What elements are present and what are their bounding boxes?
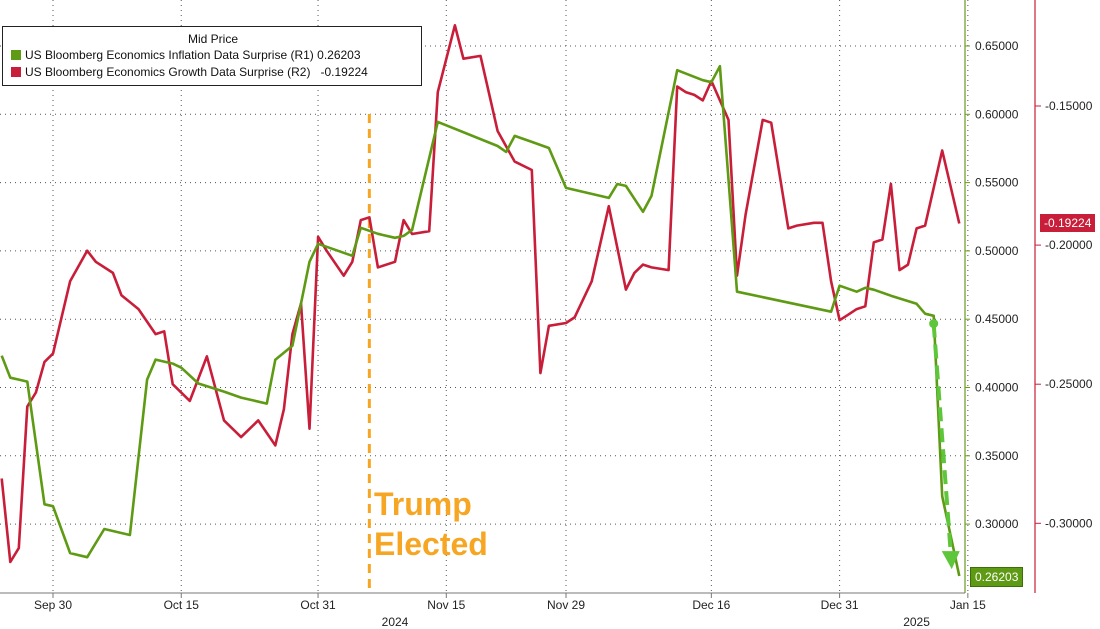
- legend-title: Mid Price: [187, 32, 238, 46]
- x-tick-label: Sep 30: [34, 598, 72, 612]
- r1-tick-label: 0.50000: [975, 244, 1019, 258]
- legend-entry-inflation: US Bloomberg Economics Inflation Data Su…: [11, 48, 361, 62]
- r1-tick-label: 0.45000: [975, 312, 1019, 326]
- growth-surprise-line: [0, 24, 961, 564]
- trump-elected-annotation: Trump Elected: [374, 486, 488, 562]
- r1-tick-label: 0.60000: [975, 107, 1019, 121]
- legend-value-inflation: 0.26203: [317, 48, 361, 62]
- inflation-surprise-line: [0, 64, 961, 577]
- r2-axis-ticks: -0.15000 -0.20000 -0.25000 -0.30000: [1035, 99, 1093, 530]
- x-tick-label: Oct 15: [164, 598, 200, 612]
- growth-last-value-tag: -0.19224: [1040, 214, 1096, 232]
- r1-tick-label: 0.35000: [975, 449, 1019, 463]
- r2-tick-label: -0.20000: [1045, 238, 1093, 252]
- x-tick-label: Dec 16: [692, 598, 730, 612]
- r2-tick-label: -0.25000: [1045, 377, 1093, 391]
- x-tick-label: Nov 15: [427, 598, 465, 612]
- year-label: 2025: [903, 615, 930, 629]
- r2-tick-label: -0.15000: [1045, 99, 1093, 113]
- x-tick-label: Oct 31: [300, 598, 336, 612]
- legend-axis-growth: (R2): [287, 65, 311, 79]
- r1-tick-label: 0.40000: [975, 381, 1019, 395]
- r1-tick-label: 0.55000: [975, 176, 1019, 190]
- r2-tick-label: -0.30000: [1045, 516, 1093, 530]
- r1-tick-label: 0.30000: [975, 517, 1019, 531]
- arrow-shaft: [931, 323, 953, 554]
- legend-value-growth: -0.19224: [320, 65, 368, 79]
- x-axis-ticks: Sep 30 Oct 15 Oct 31 Nov 15 Nov 29 Dec 16 Dec …: [34, 593, 986, 629]
- inflation-last-value-tag: 0.26203: [970, 567, 1024, 587]
- legend-label-inflation: US Bloomberg Economics Inflation Data Su…: [25, 48, 288, 62]
- r1-axis-ticks: 0.65000 0.60000 0.55000 0.50000 0.45000 0.400…: [965, 39, 1019, 531]
- x-tick-label: Nov 29: [547, 598, 585, 612]
- x-tick-label: Jan 15: [950, 598, 986, 612]
- year-label: 2024: [382, 615, 409, 629]
- down-arrow-icon: [929, 319, 960, 570]
- legend-axis-inflation: (R1): [290, 48, 314, 62]
- legend-label-growth: US Bloomberg Economics Growth Data Surpr…: [25, 65, 284, 79]
- x-tick-label: Dec 31: [821, 598, 859, 612]
- legend-swatch-inflation: [11, 50, 21, 60]
- arrow-head: [941, 551, 960, 570]
- r1-tick-label: 0.65000: [975, 39, 1019, 53]
- legend-swatch-growth: [11, 67, 21, 77]
- legend-entry-growth: US Bloomberg Economics Growth Data Surpr…: [11, 65, 368, 79]
- legend: Mid Price US Bloomberg Economics Inflati…: [2, 26, 422, 86]
